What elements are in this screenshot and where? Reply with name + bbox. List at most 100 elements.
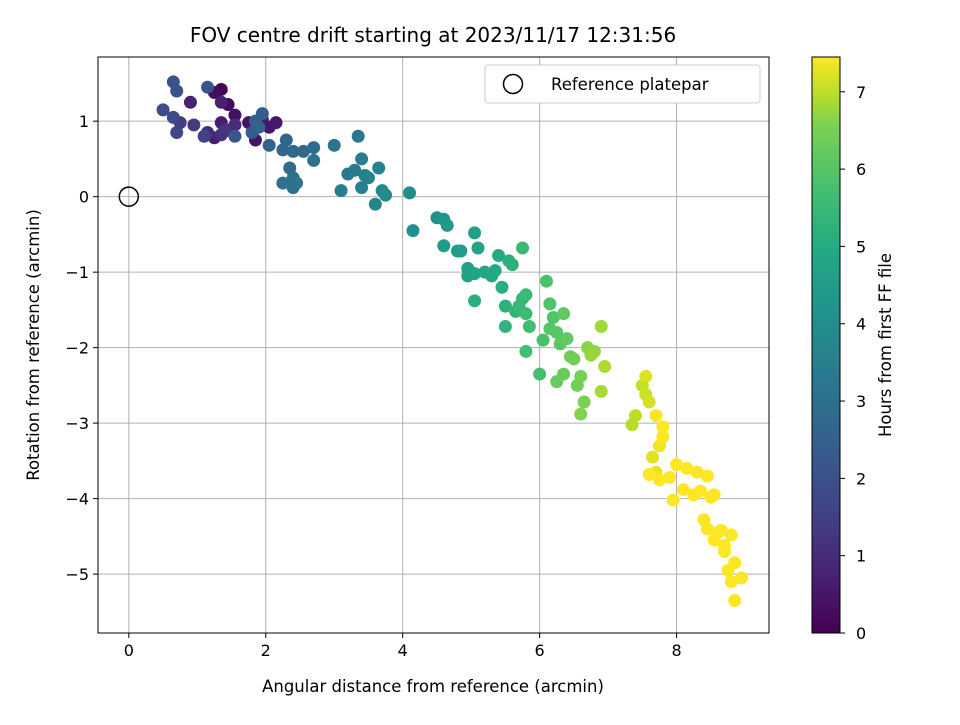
data-point — [628, 409, 642, 423]
y-tick-label: −2 — [65, 339, 89, 358]
data-point — [567, 352, 581, 366]
data-point — [495, 280, 509, 294]
data-point — [348, 163, 362, 177]
y-tick-label: −3 — [65, 414, 89, 433]
data-point — [574, 407, 588, 421]
data-point — [437, 239, 451, 253]
plot-frame — [97, 56, 770, 634]
data-point — [700, 522, 714, 536]
x-axis-label: Angular distance from reference (arcmin) — [262, 677, 604, 696]
data-point — [533, 367, 547, 381]
data-point — [279, 133, 293, 147]
data-point — [361, 171, 375, 185]
reference-marker-group — [118, 186, 140, 207]
data-point — [286, 144, 300, 158]
colorbar-gradient — [811, 56, 841, 634]
data-point — [557, 367, 571, 381]
data-point — [166, 75, 180, 89]
data-point — [327, 138, 341, 152]
chart-title: FOV centre drift starting at 2023/11/17 … — [190, 23, 676, 47]
data-point — [307, 153, 321, 167]
data-point — [728, 594, 742, 608]
legend-box — [484, 64, 761, 104]
data-point — [666, 493, 680, 507]
data-point — [519, 288, 533, 302]
data-point — [639, 369, 653, 383]
colorbar-tick-label: 7 — [856, 83, 866, 102]
data-point — [166, 110, 180, 124]
data-point — [522, 320, 536, 334]
data-point — [598, 360, 612, 374]
data-point — [214, 95, 228, 109]
data-point — [656, 420, 670, 434]
data-point — [468, 226, 482, 240]
data-point — [543, 297, 557, 311]
legend-reference-marker — [502, 73, 524, 95]
x-tick-label: 6 — [535, 641, 545, 660]
data-point — [307, 141, 321, 155]
data-point — [656, 430, 670, 444]
scatter-points — [156, 75, 749, 608]
data-point — [539, 274, 553, 288]
data-point — [642, 467, 656, 481]
colorbar-ticks: 0 1 2 3 4 5 6 7 — [840, 83, 866, 643]
data-point — [652, 473, 666, 487]
data-point — [735, 571, 749, 585]
data-point — [560, 332, 574, 346]
colorbar-label: Hours from first FF file — [876, 253, 895, 437]
x-tick-label: 8 — [671, 641, 681, 660]
data-point — [218, 123, 232, 137]
data-point — [516, 241, 530, 255]
data-point — [471, 241, 485, 255]
data-point — [574, 369, 588, 383]
data-point — [670, 458, 684, 472]
reference-platepar-marker — [118, 186, 140, 207]
data-point — [252, 120, 266, 134]
data-point — [355, 152, 369, 166]
colorbar-tick-label: 0 — [856, 624, 866, 643]
data-point — [724, 575, 738, 589]
data-point — [694, 484, 708, 498]
data-point — [372, 161, 386, 175]
data-point — [156, 103, 170, 117]
y-tick-label: −4 — [65, 490, 89, 509]
data-point — [714, 523, 728, 537]
data-point — [368, 197, 382, 211]
data-point — [724, 528, 738, 542]
data-point — [663, 470, 677, 484]
data-point — [355, 181, 369, 195]
colorbar-tick-label: 3 — [856, 392, 866, 411]
data-point — [262, 138, 276, 152]
data-point — [290, 176, 304, 190]
data-point — [406, 224, 420, 238]
data-point — [505, 258, 519, 272]
data-point — [197, 129, 211, 143]
legend-entry-reference: Reference platepar — [551, 75, 709, 94]
data-point — [717, 544, 731, 558]
data-point — [228, 129, 242, 143]
data-point — [642, 395, 656, 409]
data-point — [403, 186, 417, 200]
colorbar: 0 1 2 3 4 5 6 7 Hours from first FF file — [811, 56, 895, 643]
data-point — [170, 125, 184, 139]
y-tick-label: 1 — [79, 112, 89, 131]
data-point — [351, 129, 365, 143]
data-point — [700, 469, 714, 483]
data-point — [283, 161, 297, 175]
y-tick-label: −5 — [65, 565, 89, 584]
data-point — [594, 320, 608, 334]
data-point — [440, 218, 454, 232]
data-point — [707, 488, 721, 502]
data-point — [646, 450, 660, 464]
data-point — [649, 409, 663, 423]
data-point — [492, 249, 506, 263]
data-point — [690, 465, 704, 479]
x-tick-label: 0 — [124, 641, 134, 660]
grid-lines — [98, 57, 769, 633]
data-point — [546, 310, 560, 324]
data-point — [201, 80, 215, 94]
data-point — [550, 326, 564, 340]
data-point — [228, 118, 242, 132]
data-point — [468, 267, 482, 281]
